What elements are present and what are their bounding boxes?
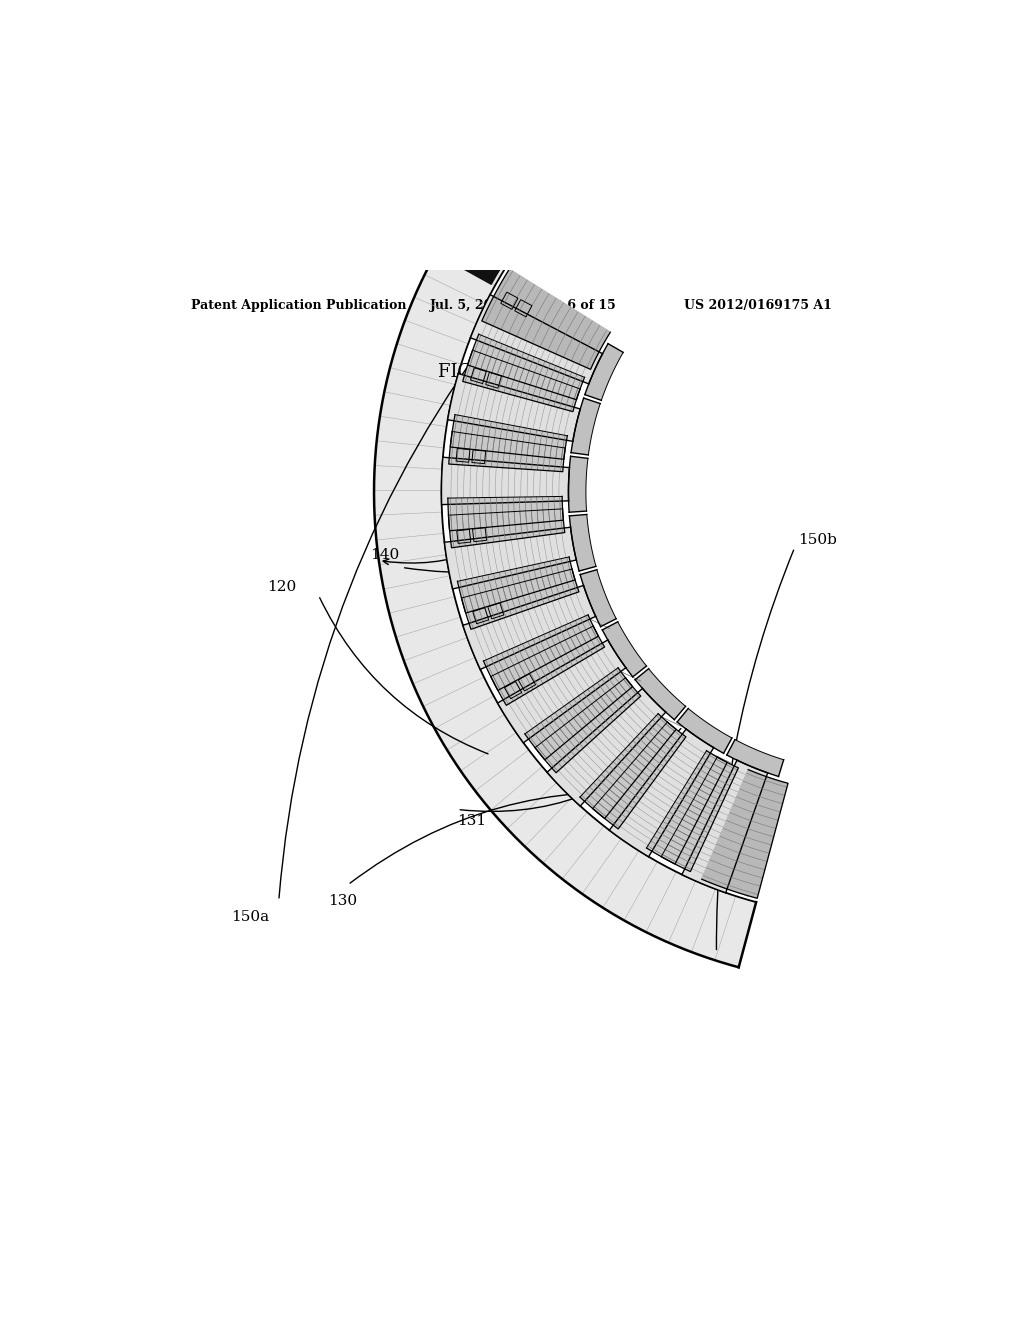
Polygon shape bbox=[568, 457, 588, 512]
Text: 131: 131 bbox=[458, 814, 486, 829]
Text: 130: 130 bbox=[328, 894, 357, 908]
Polygon shape bbox=[571, 399, 600, 455]
Polygon shape bbox=[580, 714, 676, 818]
Polygon shape bbox=[447, 374, 581, 441]
Polygon shape bbox=[447, 496, 563, 531]
Polygon shape bbox=[609, 729, 714, 857]
Polygon shape bbox=[451, 414, 567, 459]
Polygon shape bbox=[490, 626, 604, 705]
Polygon shape bbox=[569, 515, 596, 572]
Polygon shape bbox=[470, 294, 602, 384]
Text: 150a: 150a bbox=[231, 909, 269, 924]
Polygon shape bbox=[435, 216, 511, 284]
Polygon shape bbox=[483, 615, 598, 690]
Polygon shape bbox=[441, 457, 569, 504]
Polygon shape bbox=[463, 350, 581, 412]
Text: FIG. 6: FIG. 6 bbox=[437, 363, 494, 381]
Polygon shape bbox=[525, 668, 633, 760]
Text: 150b: 150b bbox=[799, 533, 838, 546]
Polygon shape bbox=[646, 751, 727, 865]
Text: Jul. 5, 2012   Sheet 6 of 15: Jul. 5, 2012 Sheet 6 of 15 bbox=[430, 300, 616, 312]
Polygon shape bbox=[468, 334, 585, 400]
Polygon shape bbox=[449, 510, 565, 548]
Text: 140: 140 bbox=[370, 549, 399, 562]
Polygon shape bbox=[547, 689, 666, 807]
Polygon shape bbox=[462, 569, 579, 630]
Polygon shape bbox=[677, 709, 732, 754]
Polygon shape bbox=[449, 432, 565, 471]
Text: US 2012/0169175 A1: US 2012/0169175 A1 bbox=[684, 300, 831, 312]
Polygon shape bbox=[581, 570, 616, 627]
Text: 101: 101 bbox=[532, 465, 562, 479]
Polygon shape bbox=[374, 231, 756, 968]
Polygon shape bbox=[458, 557, 575, 612]
Polygon shape bbox=[444, 527, 577, 589]
Polygon shape bbox=[482, 269, 610, 370]
Polygon shape bbox=[463, 586, 596, 669]
Polygon shape bbox=[602, 622, 646, 677]
Polygon shape bbox=[536, 677, 641, 772]
Text: 120: 120 bbox=[267, 581, 296, 594]
Polygon shape bbox=[498, 640, 626, 743]
Polygon shape bbox=[635, 669, 686, 719]
Polygon shape bbox=[727, 739, 783, 776]
Polygon shape bbox=[682, 760, 768, 892]
Polygon shape bbox=[593, 722, 686, 829]
Text: Patent Application Publication: Patent Application Publication bbox=[191, 300, 407, 312]
Polygon shape bbox=[701, 770, 788, 899]
Polygon shape bbox=[662, 756, 738, 871]
Polygon shape bbox=[585, 343, 624, 400]
